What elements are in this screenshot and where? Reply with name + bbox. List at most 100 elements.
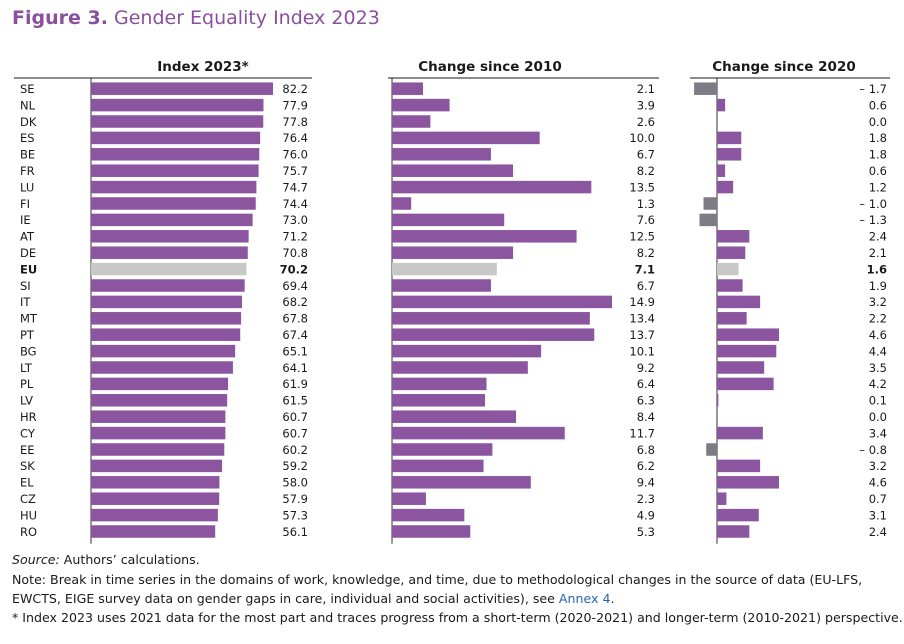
value-label-2-ro: 5.3 <box>637 525 655 539</box>
value-label-1-hu: 57.3 <box>282 508 308 522</box>
value-label-2-at: 12.5 <box>629 230 655 244</box>
value-label-3-hu: 3.1 <box>869 508 887 522</box>
value-label-3-lu: 1.2 <box>869 180 887 194</box>
value-label-3-hr: 0.0 <box>869 410 887 424</box>
value-label-3-se: – 1.7 <box>859 82 887 96</box>
value-label-1-el: 58.0 <box>282 476 308 490</box>
country-label-cy: CY <box>20 426 36 440</box>
value-label-1-es: 76.4 <box>282 131 308 145</box>
value-label-2-fi: 1.3 <box>637 197 655 211</box>
country-label-dk: DK <box>20 115 37 129</box>
value-label-2-hu: 4.9 <box>637 508 655 522</box>
bar-3-cz <box>717 492 727 505</box>
value-label-2-hr: 8.4 <box>637 410 655 424</box>
bar-1-fi <box>91 197 256 210</box>
bar-2-si <box>392 279 491 292</box>
figure-number: Figure 3. <box>12 7 108 29</box>
bar-2-ro <box>392 525 471 538</box>
value-label-2-nl: 3.9 <box>637 98 655 112</box>
value-label-3-ie: – 1.3 <box>859 213 887 227</box>
value-label-2-el: 9.4 <box>637 476 655 490</box>
country-label-lv: LV <box>20 394 33 408</box>
country-label-mt: MT <box>20 312 38 326</box>
bar-3-el <box>717 476 779 489</box>
bar-2-pt <box>392 328 595 341</box>
value-label-1-lt: 64.1 <box>282 361 308 375</box>
bar-1-se <box>91 82 273 95</box>
bar-1-bg <box>91 344 236 358</box>
bar-1-cy <box>91 426 226 440</box>
country-label-at: AT <box>20 230 35 244</box>
bar-3-ie <box>699 213 717 227</box>
value-label-3-bg: 4.4 <box>869 344 887 358</box>
country-label-it: IT <box>20 295 31 309</box>
value-label-1-at: 71.2 <box>282 230 308 244</box>
bar-3-lt <box>717 361 765 374</box>
bar-3-se <box>694 82 717 95</box>
bar-3-fi <box>703 197 717 210</box>
figure-title: Figure 3. Gender Equality Index 2023 <box>12 7 380 29</box>
value-label-2-fr: 8.2 <box>637 164 655 178</box>
annex-4-link[interactable]: Annex 4 <box>558 591 611 606</box>
note-line-1: Note: Break in time series in the domain… <box>12 572 863 587</box>
bar-2-at <box>392 230 577 243</box>
bar-1-ee <box>91 443 225 456</box>
value-label-1-lv: 61.5 <box>282 394 308 408</box>
value-label-3-at: 2.4 <box>869 230 887 244</box>
bar-2-sk <box>392 459 484 473</box>
value-label-3-lt: 3.5 <box>869 361 887 375</box>
country-label-fi: FI <box>20 197 30 211</box>
value-label-2-eu: 7.1 <box>635 262 655 276</box>
bar-2-hr <box>392 410 517 423</box>
bar-2-hu <box>392 508 465 522</box>
value-label-3-ro: 2.4 <box>869 525 887 539</box>
value-label-1-lu: 74.7 <box>282 180 308 194</box>
note-line-2-end: . <box>610 591 615 606</box>
value-label-1-it: 68.2 <box>282 295 308 309</box>
country-label-se: SE <box>20 82 35 96</box>
bar-2-ee <box>392 443 493 456</box>
bar-3-sk <box>717 459 761 473</box>
bar-2-ie <box>392 213 505 227</box>
value-label-1-ie: 73.0 <box>282 213 308 227</box>
bar-2-fr <box>392 164 514 177</box>
bar-1-eu <box>91 262 247 276</box>
value-label-2-si: 6.7 <box>637 279 655 293</box>
bar-2-es <box>392 131 540 145</box>
value-label-2-se: 2.1 <box>637 82 655 96</box>
value-label-2-dk: 2.6 <box>637 115 655 129</box>
bar-1-ie <box>91 213 253 227</box>
country-label-sk: SK <box>20 459 35 473</box>
source-label: Source: <box>12 552 60 567</box>
value-label-2-ee: 6.8 <box>637 443 655 457</box>
bar-1-pl <box>91 377 229 391</box>
bar-2-cy <box>392 426 565 440</box>
panel-3-header: Change since 2020 <box>712 59 855 75</box>
value-label-1-sk: 59.2 <box>282 459 308 473</box>
bar-1-dk <box>91 115 264 128</box>
note-line-2: EWCTS, EIGE survey data on gender gaps i… <box>12 591 615 606</box>
value-label-1-pl: 61.9 <box>282 377 308 391</box>
value-label-1-bg: 65.1 <box>282 344 308 358</box>
bar-3-be <box>717 148 742 161</box>
value-label-2-sk: 6.2 <box>637 459 655 473</box>
bar-1-pt <box>91 328 241 341</box>
value-label-3-cy: 3.4 <box>869 426 887 440</box>
bar-2-nl <box>392 98 450 112</box>
country-label-ro: RO <box>20 525 37 539</box>
bar-3-hu <box>717 508 759 522</box>
note-line-3: * Index 2023 uses 2021 data for the most… <box>12 610 903 625</box>
bar-1-fr <box>91 164 259 177</box>
value-label-3-mt: 2.2 <box>869 312 887 326</box>
value-label-2-cy: 11.7 <box>629 426 655 440</box>
bar-2-eu <box>392 262 497 276</box>
value-label-1-si: 69.4 <box>282 279 308 293</box>
figure-title-text: Gender Equality Index 2023 <box>113 7 380 29</box>
value-label-2-ie: 7.6 <box>637 213 655 227</box>
bar-1-be <box>91 148 260 161</box>
bar-1-lu <box>91 180 257 194</box>
value-label-3-lv: 0.1 <box>869 394 887 408</box>
note-line-2-text: EWCTS, EIGE survey data on gender gaps i… <box>12 591 559 606</box>
bar-2-fi <box>392 197 412 210</box>
country-label-fr: FR <box>20 164 35 178</box>
